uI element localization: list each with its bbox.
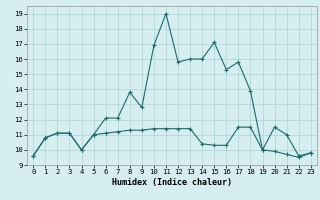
X-axis label: Humidex (Indice chaleur): Humidex (Indice chaleur): [112, 178, 232, 187]
